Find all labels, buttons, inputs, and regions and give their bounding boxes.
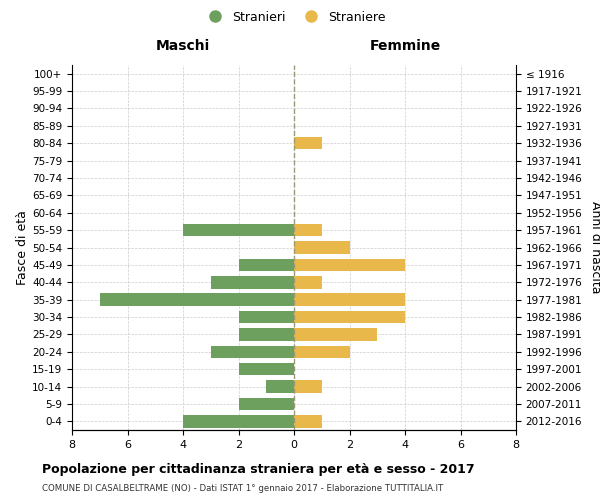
Bar — [294, 224, 322, 236]
Y-axis label: Fasce di età: Fasce di età — [16, 210, 29, 285]
Bar — [183, 415, 294, 428]
Bar — [294, 311, 405, 324]
Bar — [294, 415, 322, 428]
Bar — [239, 328, 294, 340]
Bar — [294, 294, 405, 306]
Bar — [100, 294, 294, 306]
Bar — [294, 328, 377, 340]
Legend: Stranieri, Straniere: Stranieri, Straniere — [197, 6, 391, 28]
Text: COMUNE DI CASALBELTRAME (NO) - Dati ISTAT 1° gennaio 2017 - Elaborazione TUTTITA: COMUNE DI CASALBELTRAME (NO) - Dati ISTA… — [42, 484, 443, 493]
Text: Popolazione per cittadinanza straniera per età e sesso - 2017: Popolazione per cittadinanza straniera p… — [42, 462, 475, 475]
Bar — [294, 346, 349, 358]
Text: Femmine: Femmine — [370, 39, 440, 53]
Y-axis label: Anni di nascita: Anni di nascita — [589, 201, 600, 294]
Bar — [239, 258, 294, 271]
Bar — [239, 311, 294, 324]
Bar — [266, 380, 294, 393]
Bar — [294, 258, 405, 271]
Bar — [294, 380, 322, 393]
Bar — [211, 346, 294, 358]
Bar — [239, 398, 294, 410]
Bar — [294, 137, 322, 149]
Bar — [239, 363, 294, 376]
Bar — [183, 224, 294, 236]
Bar — [211, 276, 294, 288]
Bar — [294, 276, 322, 288]
Bar — [294, 241, 349, 254]
Text: Maschi: Maschi — [156, 39, 210, 53]
